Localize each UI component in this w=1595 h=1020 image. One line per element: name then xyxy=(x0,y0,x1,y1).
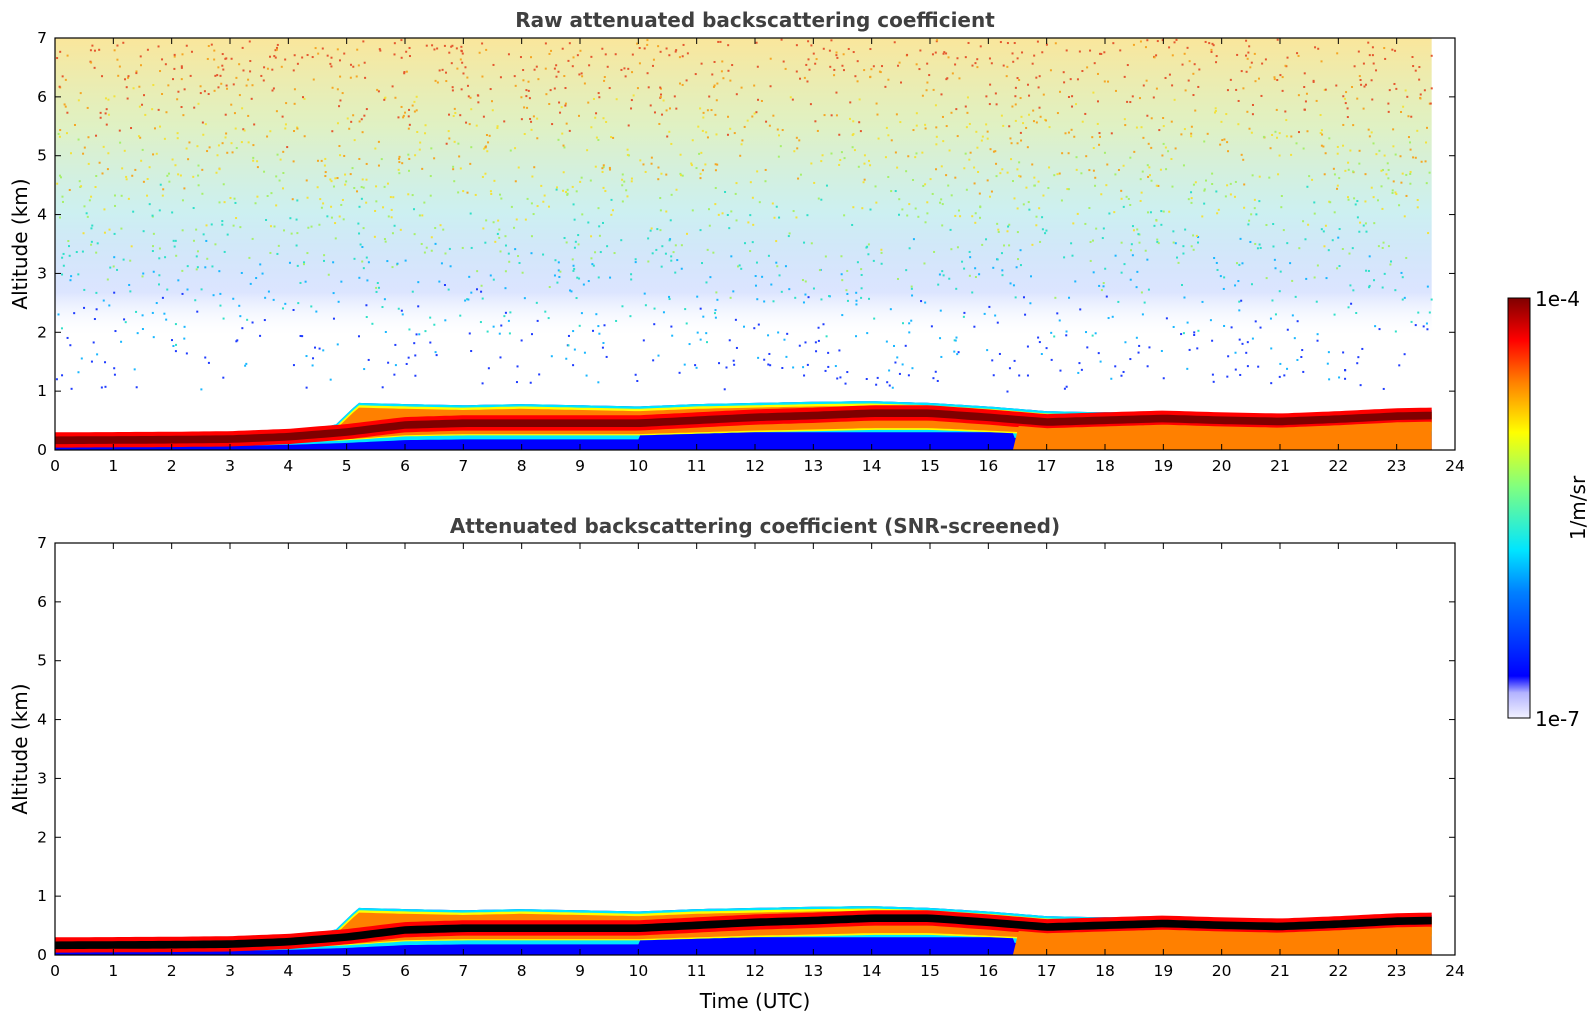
x-tick-label: 2 xyxy=(167,962,177,980)
panel2-frame xyxy=(54,542,1456,956)
x-tick-label: 5 xyxy=(342,457,352,475)
x-tick-label: 17 xyxy=(1037,962,1057,980)
x-tick-label: 21 xyxy=(1270,962,1290,980)
x-tick-label: 7 xyxy=(458,962,468,980)
x-tick-label: 10 xyxy=(628,457,648,475)
y-tick-label: 7 xyxy=(37,534,47,552)
panel2-title: Attenuated backscattering coefficient (S… xyxy=(450,514,1060,538)
colorbar: 1e-4 1e-7 1/m/sr xyxy=(1507,287,1590,731)
bl-deep-blue xyxy=(55,432,1432,450)
y-tick-label: 4 xyxy=(37,711,47,729)
raw-backscatter-panel: Raw attenuated backscattering coefficien… xyxy=(8,8,1465,475)
x-tick-label: 3 xyxy=(225,457,235,475)
y-tick-label: 3 xyxy=(37,264,47,282)
x-tick-label: 9 xyxy=(575,457,585,475)
x-tick-label: 11 xyxy=(687,457,707,475)
colorbar-max-label: 1e-4 xyxy=(1535,287,1580,311)
x-tick-label: 22 xyxy=(1328,457,1348,475)
y-tick-label: 7 xyxy=(37,29,47,47)
x-tick-label: 23 xyxy=(1387,962,1407,980)
x-tick-label: 22 xyxy=(1328,962,1348,980)
y-tick-label: 1 xyxy=(37,382,47,400)
x-tick-label: 8 xyxy=(517,457,527,475)
y-tick-label: 6 xyxy=(37,593,47,611)
x-tick-label: 4 xyxy=(283,962,293,980)
y-tick-label: 5 xyxy=(37,652,47,670)
x-tick-label: 11 xyxy=(687,962,707,980)
colorbar-min-label: 1e-7 xyxy=(1535,707,1580,731)
x-tick-label: 16 xyxy=(978,457,998,475)
colorbar-gradient xyxy=(1507,297,1531,719)
bl-deep-blue xyxy=(55,937,1432,955)
bl-night-warm xyxy=(55,926,1432,955)
colorbar-units-label: 1/m/sr xyxy=(1566,475,1590,540)
x-tick-label: 19 xyxy=(1153,457,1173,475)
y-tick-label: 0 xyxy=(37,441,47,459)
x-tick-label: 1 xyxy=(108,457,118,475)
x-tick-label: 10 xyxy=(628,962,648,980)
x-tick-label: 15 xyxy=(920,962,940,980)
x-tick-label: 6 xyxy=(400,457,410,475)
panel1-plot-area xyxy=(55,38,1433,450)
x-tick-label: 13 xyxy=(803,962,823,980)
panel2-x-axis-label: Time (UTC) xyxy=(699,989,811,1013)
bl-dark-red-core xyxy=(55,409,1432,445)
panel1-y-axis-label: Altitude (km) xyxy=(8,178,32,309)
y-tick-label: 0 xyxy=(37,946,47,964)
panel2-plot-area xyxy=(55,906,1432,955)
panel1-x-ticks: 0 1 2 3 4 5 6 7 8 9 10 11 12 13 14 15 16 17 18 19 20 21 22 23 24 xyxy=(50,38,1465,475)
x-tick-label: 7 xyxy=(458,457,468,475)
bl-red xyxy=(55,910,1432,953)
bl-night-warm xyxy=(55,421,1432,450)
x-tick-label: 1 xyxy=(108,962,118,980)
x-tick-label: 15 xyxy=(920,457,940,475)
screened-backscatter-panel: Attenuated backscattering coefficient (S… xyxy=(8,514,1465,1013)
x-tick-label: 4 xyxy=(283,457,293,475)
y-tick-label: 2 xyxy=(37,323,47,341)
noise-background xyxy=(55,38,1432,392)
x-tick-label: 18 xyxy=(1095,457,1115,475)
x-tick-label: 0 xyxy=(50,962,60,980)
x-tick-label: 8 xyxy=(517,962,527,980)
panel2-x-ticks: 0 1 2 3 4 5 6 7 8 9 10 11 12 13 14 15 16 17 18 19 20 21 22 23 24 xyxy=(50,543,1465,980)
x-tick-label: 12 xyxy=(745,962,765,980)
x-tick-label: 14 xyxy=(862,457,882,475)
x-tick-label: 19 xyxy=(1153,962,1173,980)
x-tick-label: 16 xyxy=(978,962,998,980)
y-tick-label: 1 xyxy=(37,887,47,905)
panel1-title: Raw attenuated backscattering coefficien… xyxy=(515,8,995,32)
x-tick-label: 12 xyxy=(745,457,765,475)
panel2-y-axis-label: Altitude (km) xyxy=(8,683,32,814)
x-tick-label: 13 xyxy=(803,457,823,475)
x-tick-label: 3 xyxy=(225,962,235,980)
x-tick-label: 17 xyxy=(1037,457,1057,475)
y-tick-label: 5 xyxy=(37,147,47,165)
x-tick-label: 2 xyxy=(167,457,177,475)
x-tick-label: 24 xyxy=(1445,457,1465,475)
x-tick-label: 24 xyxy=(1445,962,1465,980)
y-tick-label: 4 xyxy=(37,206,47,224)
x-tick-label: 6 xyxy=(400,962,410,980)
x-tick-label: 9 xyxy=(575,962,585,980)
x-tick-label: 20 xyxy=(1212,457,1232,475)
bl-red xyxy=(55,405,1432,448)
x-tick-label: 23 xyxy=(1387,457,1407,475)
y-tick-label: 6 xyxy=(37,88,47,106)
x-tick-label: 18 xyxy=(1095,962,1115,980)
y-tick-label: 2 xyxy=(37,828,47,846)
x-tick-label: 20 xyxy=(1212,962,1232,980)
bl-dark-red-core xyxy=(55,914,1432,950)
x-tick-label: 21 xyxy=(1270,457,1290,475)
noise-specks xyxy=(55,38,1433,393)
panel2-y-ticks: 0 1 2 3 4 5 6 7 xyxy=(37,534,1455,964)
panel1-y-ticks: 0 1 2 3 4 5 6 7 xyxy=(37,29,1455,459)
x-tick-label: 14 xyxy=(862,962,882,980)
y-tick-label: 3 xyxy=(37,769,47,787)
x-tick-label: 5 xyxy=(342,962,352,980)
x-tick-label: 0 xyxy=(50,457,60,475)
